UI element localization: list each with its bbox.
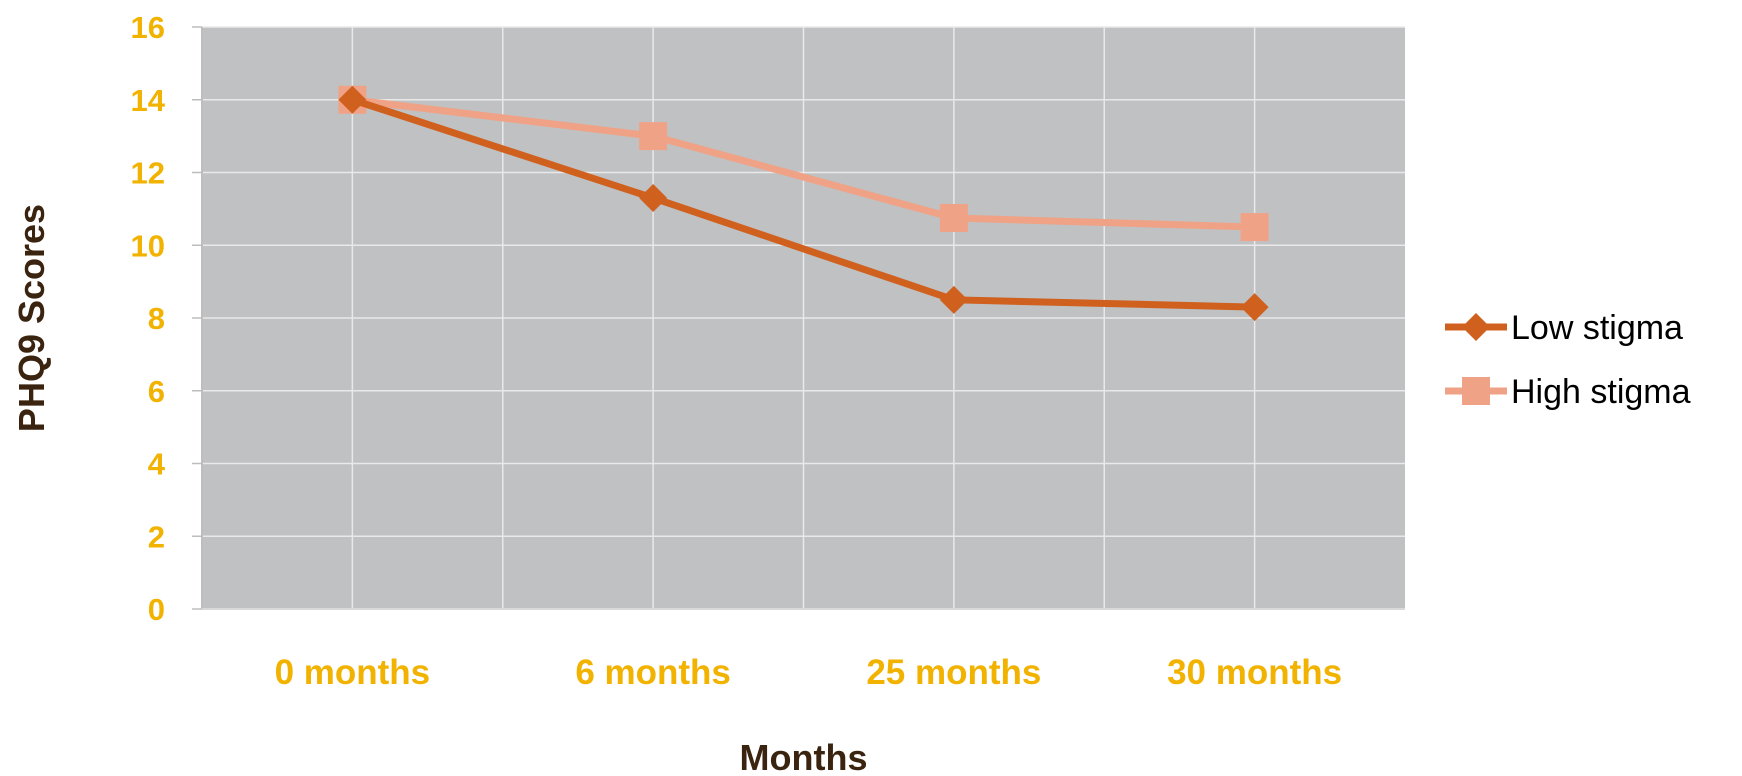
y-tick-label: 14 xyxy=(131,83,166,118)
y-tick-label: 8 xyxy=(148,301,165,336)
x-tick-label: 30 months xyxy=(1167,653,1342,692)
legend-swatch-marker xyxy=(1462,313,1490,341)
x-axis-title: Months xyxy=(740,737,868,776)
x-axis-ticks: 0 months 6 months 25 months 30 months xyxy=(275,653,1343,692)
legend: Low stigma High stigma xyxy=(1445,309,1691,411)
y-tick-label: 12 xyxy=(131,156,165,191)
series-group xyxy=(338,85,1269,322)
y-tick-label: 2 xyxy=(148,519,165,554)
data-point xyxy=(1240,293,1269,322)
x-tick-label: 25 months xyxy=(866,653,1041,692)
legend-item: High stigma xyxy=(1445,373,1691,411)
legend-label: Low stigma xyxy=(1511,309,1683,347)
y-tick-label: 6 xyxy=(148,374,165,409)
series-low-stigma xyxy=(338,85,1269,322)
y-tick-label: 0 xyxy=(148,592,165,627)
legend-item: Low stigma xyxy=(1445,309,1683,347)
legend-swatch-marker xyxy=(1462,377,1490,405)
series-line xyxy=(351,96,1255,311)
data-point xyxy=(1240,213,1269,242)
data-point xyxy=(639,183,668,212)
data-point xyxy=(939,285,968,314)
data-point xyxy=(338,85,367,114)
y-tick-label: 4 xyxy=(148,447,166,482)
y-tick-label: 10 xyxy=(131,228,165,263)
data-point xyxy=(639,122,668,151)
legend-label: High stigma xyxy=(1511,373,1691,411)
x-tick-label: 6 months xyxy=(575,653,731,692)
y-axis-title: PHQ9 Scores xyxy=(11,204,52,432)
y-axis-ticks: 0 2 4 6 8 10 12 14 16 xyxy=(131,10,202,627)
x-tick-label: 0 months xyxy=(275,653,431,692)
data-point xyxy=(939,203,968,232)
series-line xyxy=(351,96,1255,231)
y-tick-label: 16 xyxy=(131,10,165,45)
